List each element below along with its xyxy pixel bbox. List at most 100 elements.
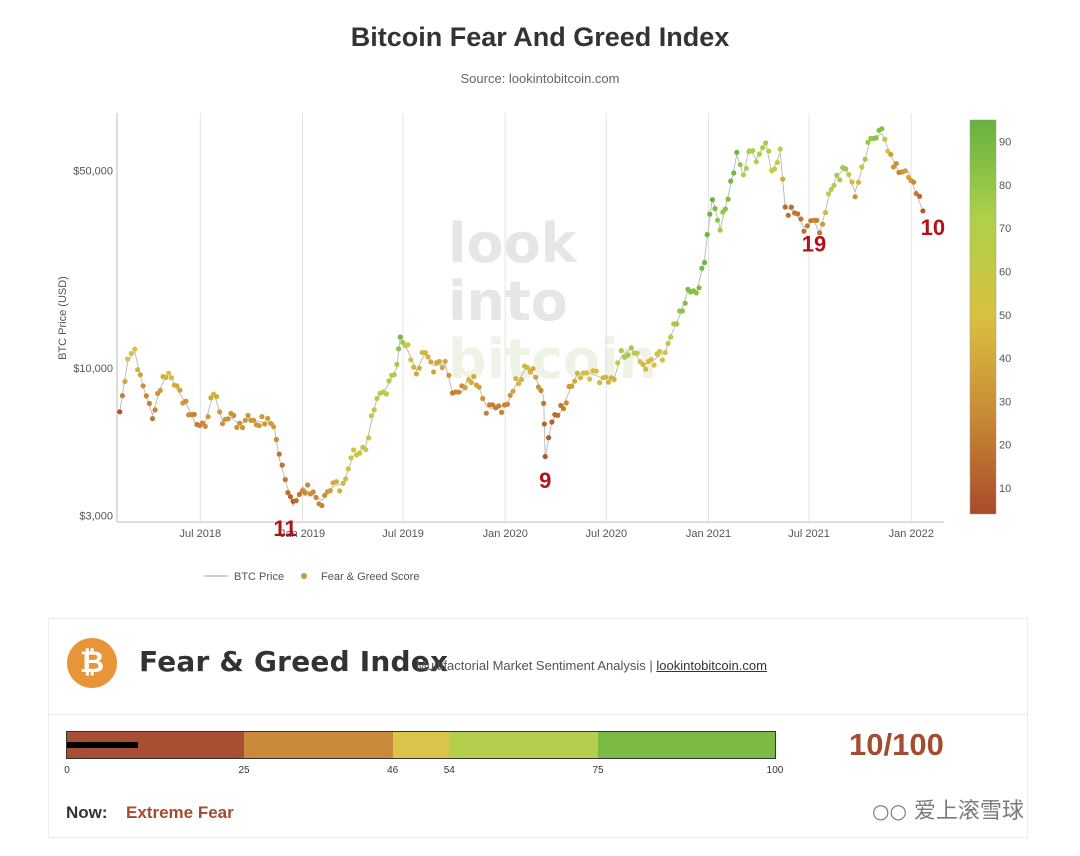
legend-fear-greed-score: Fear & Greed Score — [321, 571, 419, 583]
legend-btc-price: BTC Price — [234, 571, 284, 583]
fear-greed-point — [704, 232, 710, 238]
fear-greed-point — [772, 166, 778, 172]
gauge-segment — [597, 732, 775, 758]
lookintobitcoin-link[interactable]: lookintobitcoin.com — [656, 658, 767, 673]
fear-greed-point — [563, 400, 569, 406]
x-tick-label: Jan 2021 — [686, 528, 731, 540]
fear-greed-point — [774, 159, 781, 166]
fear-greed-point — [251, 417, 257, 423]
fear-greed-point — [413, 371, 419, 377]
fear-greed-chart: look into bitcoin BTC Price (USD) $3,000… — [57, 113, 1011, 583]
fear-greed-point — [834, 172, 840, 178]
chart-title: Bitcoin Fear And Greed Index — [350, 22, 730, 52]
colorbar-tick-label: 80 — [999, 180, 1011, 192]
fear-greed-point — [643, 366, 649, 372]
x-tick-label: Jan 2019 — [280, 528, 325, 540]
fear-greed-point — [119, 393, 125, 399]
fear-greed-point — [785, 212, 791, 218]
fear-greed-card: ₿ Fear & Greed Index Multifactorial Mark… — [48, 618, 1028, 838]
fear-greed-point — [499, 409, 505, 415]
fear-greed-point — [825, 191, 832, 197]
fear-greed-point — [828, 186, 834, 192]
fear-greed-point — [143, 393, 149, 399]
chart-annotations: 11 9 19 10 — [273, 215, 945, 541]
colorbar-tick-label: 10 — [999, 483, 1011, 495]
fear-greed-point — [416, 365, 422, 371]
fear-greed-point — [569, 383, 575, 389]
fear-greed-point — [728, 178, 734, 184]
fear-greed-point — [699, 265, 705, 271]
corner-watermark-text: 爱上滚雪球 — [913, 799, 1024, 824]
fear-greed-point — [351, 447, 357, 453]
fear-greed-point — [855, 179, 862, 185]
fear-greed-point — [279, 462, 285, 468]
fear-greed-point — [530, 366, 536, 372]
fear-greed-point — [549, 419, 555, 425]
fear-greed-point — [533, 374, 539, 380]
fear-greed-point — [219, 421, 226, 427]
fear-greed-point — [577, 375, 584, 381]
fear-greed-point — [597, 380, 603, 386]
fear-greed-point — [374, 395, 380, 402]
fear-greed-point — [132, 346, 138, 352]
fear-greed-point — [879, 126, 885, 132]
x-tick-label: Jan 2022 — [889, 528, 934, 540]
fear-greed-point — [662, 349, 668, 356]
legend-score-swatch — [301, 573, 307, 579]
fear-greed-point — [287, 494, 294, 500]
fear-greed-point — [788, 204, 795, 210]
fear-greed-point — [917, 193, 923, 199]
card-divider — [49, 714, 1027, 715]
fear-greed-point — [214, 394, 220, 400]
fear-greed-point — [777, 146, 783, 152]
fear-greed-point — [628, 345, 634, 351]
fear-greed-point — [242, 417, 248, 423]
fear-greed-point — [397, 334, 403, 340]
x-gridlines — [199, 113, 912, 522]
x-tick-label: Jul 2019 — [382, 528, 424, 540]
fear-greed-point — [615, 360, 621, 366]
fear-greed-point — [542, 453, 548, 460]
fear-greed-point — [605, 379, 612, 385]
fear-greed-point — [888, 151, 894, 157]
fear-greed-point — [798, 216, 804, 222]
card-subtitle: Multifactorial Market Sentiment Analysis… — [416, 658, 767, 673]
fear-greed-point — [125, 356, 131, 362]
gauge-segment — [449, 732, 598, 758]
fear-greed-point — [319, 502, 325, 509]
fear-greed-point — [817, 230, 823, 236]
fear-greed-point — [513, 376, 519, 382]
watermark-look: look — [448, 212, 578, 275]
fear-greed-point — [436, 358, 442, 365]
fear-greed-point — [846, 171, 852, 178]
fear-greed-point — [541, 421, 548, 427]
fear-greed-point — [715, 217, 721, 223]
fear-greed-point — [572, 378, 578, 384]
fear-greed-point — [327, 488, 333, 494]
chart-watermark: look into bitcoin — [448, 212, 657, 391]
fear-greed-point — [302, 490, 308, 496]
fear-greed-point — [471, 373, 477, 380]
colorbar-tick-label: 40 — [999, 353, 1011, 365]
fear-greed-point — [712, 206, 718, 212]
y-tick-label: $50,000 — [73, 166, 113, 178]
fear-greed-point — [831, 182, 837, 188]
fear-greed-point — [546, 435, 552, 441]
gauge-segment — [392, 732, 450, 758]
fear-greed-point — [657, 348, 663, 355]
gauge-segment — [244, 732, 393, 758]
fear-greed-point — [405, 342, 411, 348]
now-label: Now: — [66, 803, 108, 822]
x-tick-label: Jan 2020 — [483, 528, 528, 540]
chart-axes — [116, 113, 944, 523]
fear-greed-point — [271, 424, 277, 430]
fear-greed-point — [801, 228, 807, 234]
fear-greed-point — [237, 420, 243, 426]
fear-greed-point — [128, 350, 134, 357]
score-annotation: 10 — [921, 215, 945, 240]
fear-greed-point — [205, 414, 211, 420]
fear-greed-point — [722, 206, 729, 212]
fear-greed-point — [293, 498, 299, 504]
x-tick-label: Jul 2021 — [788, 528, 830, 540]
fear-greed-point — [682, 300, 688, 306]
